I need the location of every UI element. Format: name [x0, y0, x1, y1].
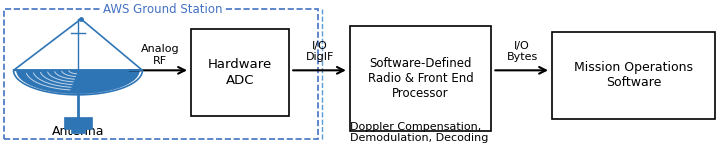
Text: Software-Defined
Radio & Front End
Processor: Software-Defined Radio & Front End Proce…: [367, 57, 474, 100]
Text: AWS Ground Station: AWS Ground Station: [103, 3, 222, 16]
FancyBboxPatch shape: [552, 32, 715, 119]
Text: Antenna: Antenna: [52, 125, 104, 138]
FancyBboxPatch shape: [350, 26, 491, 130]
Polygon shape: [17, 70, 139, 94]
Text: Analog
RF: Analog RF: [141, 44, 180, 66]
Text: I/O
DigIF: I/O DigIF: [305, 41, 334, 62]
Text: Mission Operations
Software: Mission Operations Software: [574, 61, 693, 89]
Bar: [71, 129, 85, 133]
FancyBboxPatch shape: [191, 29, 289, 116]
Text: I/O
Bytes: I/O Bytes: [506, 41, 538, 62]
Text: Doppler Compensation,
Demodulation, Decoding: Doppler Compensation, Demodulation, Deco…: [350, 122, 489, 143]
Text: Hardware
ADC: Hardware ADC: [208, 58, 272, 87]
Bar: [64, 117, 92, 129]
